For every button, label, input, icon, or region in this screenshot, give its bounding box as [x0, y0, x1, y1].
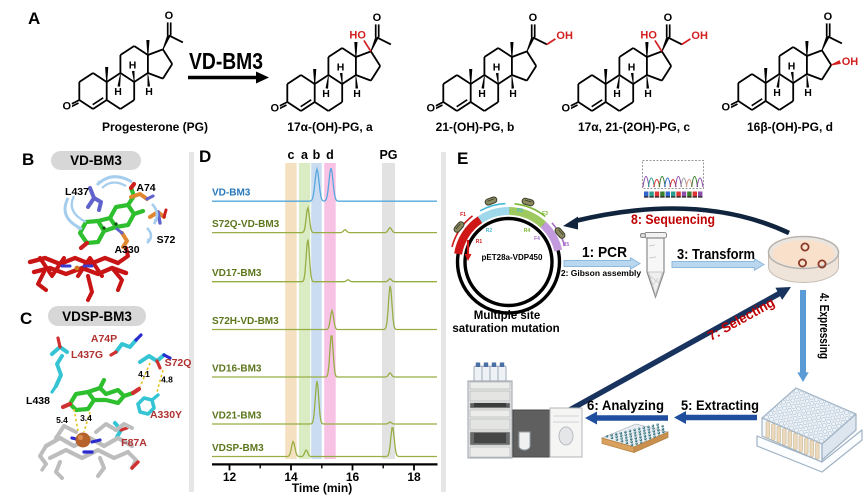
svg-text:d: d — [326, 148, 334, 162]
svg-text:HO: HO — [349, 29, 366, 41]
svg-text:F2: F2 — [517, 208, 523, 214]
svg-text:R5: R5 — [563, 242, 570, 248]
svg-text:5.4: 5.4 — [56, 415, 68, 425]
svg-text:5: Extracting: 5: Extracting — [681, 398, 759, 413]
svg-text:H: H — [337, 62, 345, 74]
svg-text:OH: OH — [842, 56, 859, 68]
svg-text:C: C — [20, 309, 32, 328]
svg-text:O: O — [373, 12, 382, 24]
svg-text:O: O — [824, 11, 833, 23]
svg-text:4.8: 4.8 — [161, 375, 173, 385]
svg-text:H: H — [478, 88, 486, 100]
svg-text:4: Expressing: 4: Expressing — [817, 293, 832, 359]
svg-text:VDSP-BM3: VDSP-BM3 — [212, 443, 264, 454]
svg-text:B: B — [22, 150, 34, 169]
svg-text:VD-BM3: VD-BM3 — [70, 153, 122, 168]
svg-text:4.1: 4.1 — [138, 369, 150, 379]
svg-text:H: H — [788, 61, 796, 73]
svg-text:F1: F1 — [460, 212, 466, 218]
svg-text:H: H — [114, 86, 122, 98]
svg-text:8: Sequencing: 8: Sequencing — [631, 212, 715, 227]
svg-text:H: H — [644, 88, 652, 100]
svg-text:A330Y: A330Y — [150, 409, 182, 421]
svg-text:Multiple site: Multiple site — [474, 310, 540, 322]
svg-text:E: E — [457, 149, 468, 168]
svg-text:a: a — [301, 148, 309, 162]
svg-text:OH: OH — [556, 30, 573, 42]
svg-text:17α, 21-(2OH)-PG, c: 17α, 21-(2OH)-PG, c — [578, 120, 690, 134]
svg-text:O: O — [427, 103, 436, 115]
svg-text:12: 12 — [223, 470, 237, 484]
svg-text:17α-(OH)-PG, a: 17α-(OH)-PG, a — [287, 120, 373, 134]
svg-text:A74: A74 — [136, 182, 155, 194]
svg-text:O: O — [63, 101, 72, 113]
svg-text:D: D — [199, 147, 211, 166]
svg-text:21-(OH)-PG, b: 21-(OH)-PG, b — [436, 120, 515, 134]
svg-text:A74P: A74P — [91, 333, 117, 345]
svg-text:H: H — [773, 87, 781, 99]
svg-text:OH: OH — [691, 30, 708, 42]
svg-text:L437: L437 — [65, 186, 89, 198]
svg-text:1: PCR: 1: PCR — [582, 244, 627, 261]
svg-text:3.4: 3.4 — [80, 413, 92, 423]
svg-text:O: O — [165, 10, 174, 22]
svg-text:O: O — [562, 103, 571, 115]
svg-text:PG: PG — [379, 148, 397, 162]
svg-text:VD-BM3: VD-BM3 — [189, 48, 263, 74]
svg-text:saturation mutation: saturation mutation — [452, 323, 559, 335]
svg-text:VDSP-BM3: VDSP-BM3 — [62, 309, 132, 324]
svg-text:H: H — [129, 60, 137, 72]
svg-text:H: H — [804, 87, 812, 99]
svg-text:Progesterone (PG): Progesterone (PG) — [102, 120, 208, 134]
svg-text:O: O — [722, 102, 731, 114]
svg-text:O: O — [664, 12, 673, 24]
svg-text:F3: F3 — [542, 211, 548, 217]
svg-text:2: Gibson assembly: 2: Gibson assembly — [561, 268, 642, 278]
svg-text:HO: HO — [640, 29, 657, 41]
svg-text:14: 14 — [284, 470, 298, 484]
svg-text:R2: R2 — [486, 228, 493, 234]
svg-text:O: O — [271, 103, 280, 115]
svg-text:VD17-BM3: VD17-BM3 — [212, 268, 262, 279]
svg-text:H: H — [322, 88, 330, 100]
svg-text:F4: F4 — [534, 236, 540, 242]
svg-text:H: H — [493, 62, 501, 74]
svg-text:pET28a-VDP450: pET28a-VDP450 — [482, 253, 543, 262]
svg-text:H: H — [628, 62, 636, 74]
svg-text:O: O — [529, 12, 538, 24]
svg-text:VD-BM3: VD-BM3 — [212, 188, 251, 199]
svg-text:Time (min): Time (min) — [292, 481, 352, 495]
svg-text:6: Analyzing: 6: Analyzing — [587, 398, 664, 413]
svg-text:R1: R1 — [476, 239, 483, 245]
svg-text:18: 18 — [407, 470, 421, 484]
svg-text:VD21-BM3: VD21-BM3 — [212, 411, 262, 422]
svg-text:S72: S72 — [157, 234, 176, 246]
svg-text:L437G: L437G — [71, 349, 103, 361]
svg-text:H: H — [509, 88, 517, 100]
svg-text:R4: R4 — [524, 228, 531, 234]
svg-text:3: Transform: 3: Transform — [677, 247, 755, 263]
svg-text:H: H — [613, 88, 621, 100]
svg-text:16: 16 — [346, 470, 360, 484]
svg-text:S72Q: S72Q — [165, 357, 192, 369]
svg-text:H: H — [145, 86, 153, 98]
svg-text:S72Q-VD-BM3: S72Q-VD-BM3 — [212, 219, 280, 230]
svg-text:A: A — [28, 9, 40, 28]
svg-text:16β-(OH)-PG, d: 16β-(OH)-PG, d — [747, 120, 833, 134]
svg-text:L438: L438 — [26, 395, 50, 407]
svg-text:c: c — [288, 148, 295, 162]
svg-text:F87A: F87A — [121, 437, 147, 449]
svg-text:VD16-BM3: VD16-BM3 — [212, 364, 262, 375]
svg-text:A330: A330 — [114, 244, 139, 256]
svg-text:S72H-VD-BM3: S72H-VD-BM3 — [212, 316, 279, 327]
svg-text:H: H — [353, 88, 361, 100]
svg-text:b: b — [313, 148, 321, 162]
